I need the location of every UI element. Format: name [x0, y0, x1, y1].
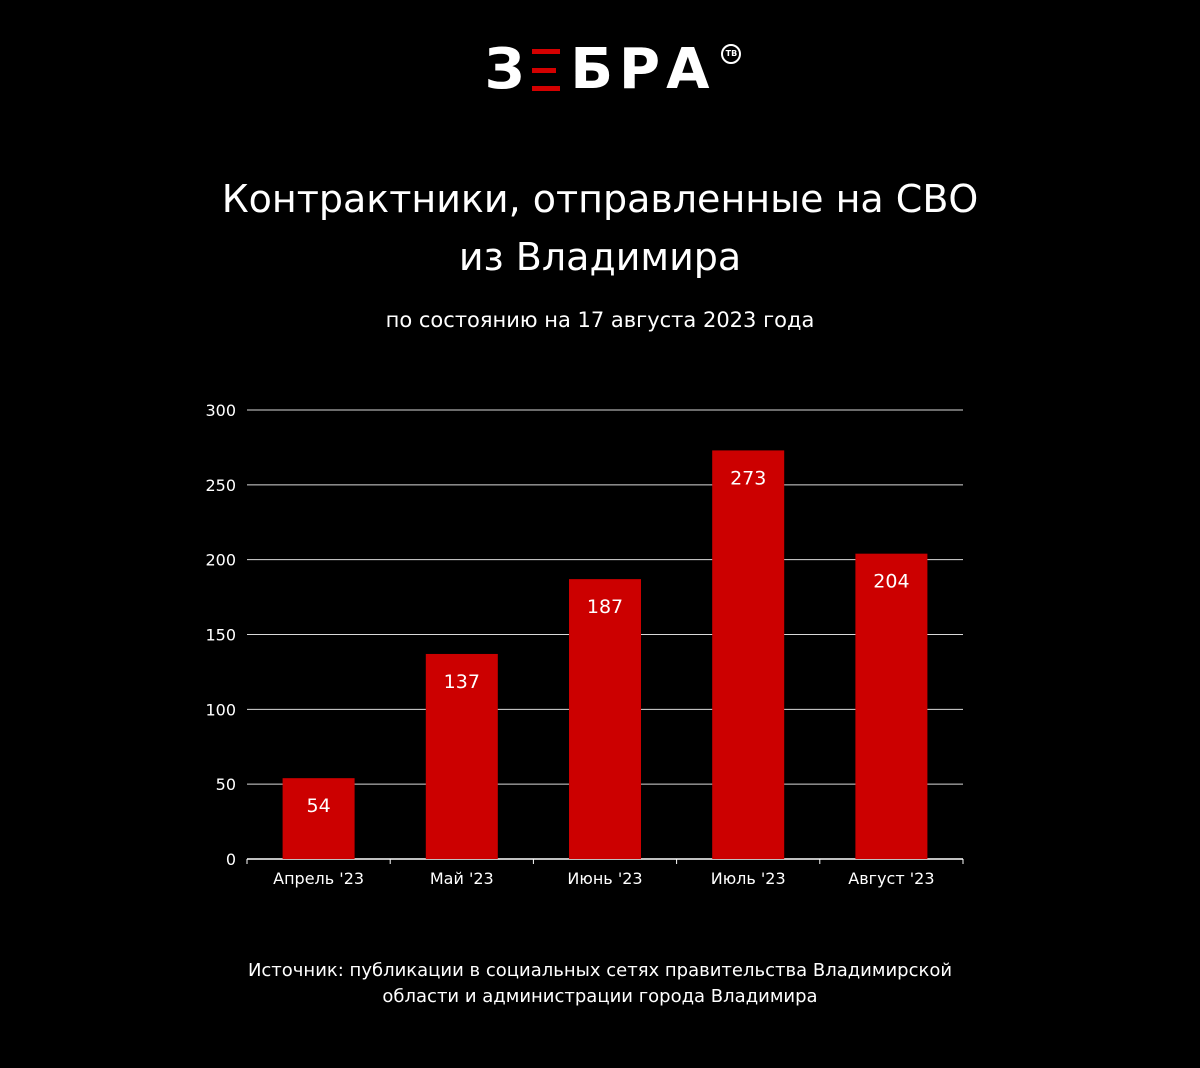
bar-value-label: 187: [587, 596, 623, 618]
x-tick-label: Август '23: [848, 869, 934, 888]
x-tick-label: Июнь '23: [567, 869, 642, 888]
y-tick-label: 200: [205, 551, 236, 570]
chart-title-line1: Контрактники, отправленные на СВО: [221, 177, 979, 221]
chart-subtitle: по состоянию на 17 августа 2023 года: [385, 308, 815, 332]
y-tick-label: 300: [205, 401, 236, 420]
chart-title-line2: из Владимира: [458, 235, 742, 279]
logo-text-start: З: [484, 37, 531, 102]
bar-value-label: 273: [730, 467, 766, 489]
y-tick-label: 50: [216, 775, 236, 794]
logo-red-e-mark: [532, 49, 561, 91]
x-tick-label: Май '23: [430, 869, 494, 888]
bar-value-label: 54: [307, 795, 331, 817]
y-tick-label: 0: [226, 850, 236, 869]
bar-value-label: 137: [444, 671, 480, 693]
chart-title: Контрактники, отправленные на СВО из Вла…: [0, 170, 1200, 286]
source-line1: Источник: публикации в социальных сетях …: [247, 960, 953, 981]
bar: [712, 450, 785, 859]
x-tick-label: Апрель '23: [273, 869, 364, 888]
y-tick-label: 100: [205, 700, 236, 719]
bar: [282, 778, 355, 859]
y-tick-label: 150: [205, 626, 236, 645]
logo-text-end: БРА: [570, 37, 716, 102]
y-tick-label: 250: [205, 476, 236, 495]
source-note: Источник: публикации в социальных сетях …: [0, 958, 1200, 1010]
bar-chart: 0 50 100 150 200 250 300 54 Апрель '23 137 Май '23…: [205, 401, 964, 888]
bar: [569, 579, 641, 859]
x-tick-label: Июль '23: [711, 869, 786, 888]
bar-value-label: 204: [873, 571, 909, 593]
source-line2: области и администрации города Владимира: [382, 986, 818, 1007]
logo-tv-badge: ТВ: [721, 44, 742, 64]
bar: [855, 553, 928, 859]
bar: [425, 653, 498, 859]
brand-logo: З БРА ТВ: [0, 40, 1200, 110]
